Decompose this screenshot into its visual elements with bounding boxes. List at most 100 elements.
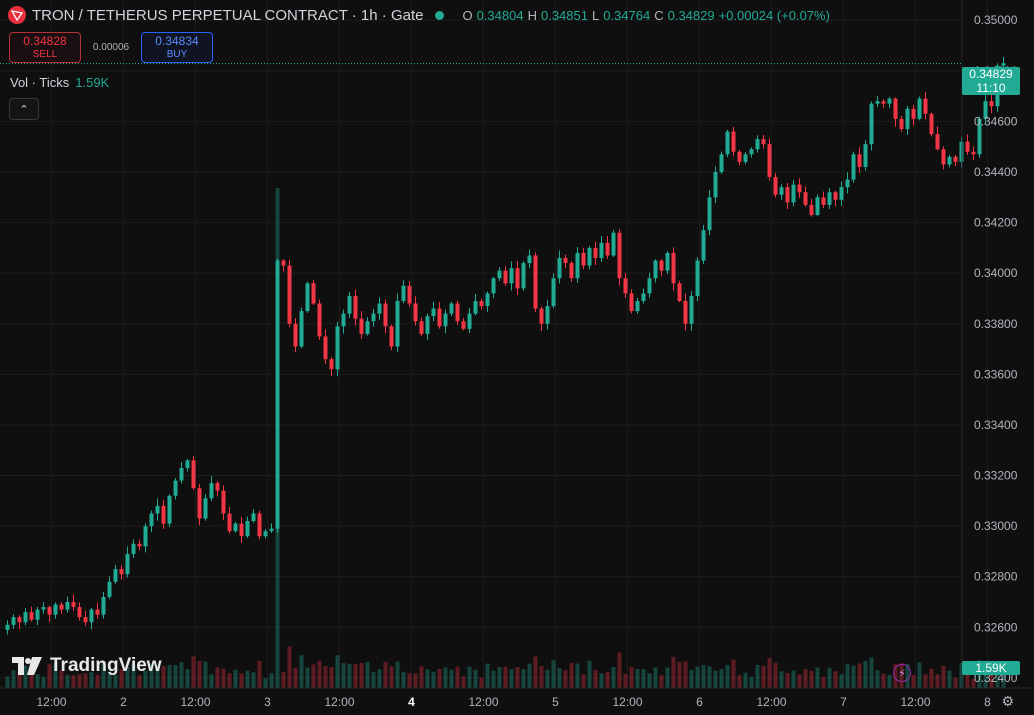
time-tick-label: 12:00	[324, 695, 354, 709]
gear-icon[interactable]: ⚙	[1001, 693, 1014, 709]
time-tick-label: 12:00	[180, 695, 210, 709]
candle-body	[707, 197, 712, 231]
volume-bar	[407, 673, 412, 688]
volume-bar	[851, 665, 856, 688]
candle-body	[491, 278, 496, 294]
volume-bar	[65, 674, 70, 688]
candle-body	[653, 260, 658, 279]
candle-body	[929, 113, 934, 135]
volume-bar	[731, 659, 736, 688]
volume-bar	[1001, 673, 1006, 688]
candle-body	[551, 278, 556, 307]
candle-body	[101, 596, 106, 615]
candle-body	[461, 321, 466, 329]
candle-body	[317, 303, 322, 337]
volume-bar	[947, 670, 952, 688]
candle-body	[671, 252, 676, 284]
tradingview-logo[interactable]: TradingView	[12, 655, 162, 677]
candle-body	[665, 252, 670, 271]
volume-badge-value: 1.59K	[975, 661, 1007, 675]
lightning-icon[interactable]: ⚡	[893, 664, 911, 682]
volume-bar	[197, 660, 202, 688]
volume-bar	[605, 672, 610, 688]
volume-bar	[533, 656, 538, 688]
candle-body	[611, 232, 616, 256]
candle-body	[797, 184, 802, 193]
candle-body	[983, 101, 988, 119]
candle-body	[89, 609, 94, 623]
candle-body	[221, 490, 226, 514]
volume-bar	[527, 663, 532, 688]
last-price-value: 0.34829	[969, 67, 1013, 81]
volume-bar	[401, 671, 406, 688]
candle-body	[599, 242, 604, 258]
candle-body	[965, 141, 970, 152]
volume-bar	[875, 670, 880, 688]
candle-body	[185, 460, 190, 468]
sell-label: SELL	[32, 48, 58, 60]
candle-body	[743, 154, 748, 162]
candle-body	[821, 197, 826, 205]
volume-bar	[53, 663, 58, 688]
candle-body	[641, 293, 646, 301]
volume-bar	[299, 655, 304, 688]
volume-bar	[239, 673, 244, 688]
candle-body	[563, 258, 568, 264]
volume-bar	[413, 673, 418, 688]
volume-bar	[107, 671, 112, 688]
volume-bar	[497, 667, 502, 688]
candle-body	[323, 336, 328, 360]
volume-bar	[833, 671, 838, 688]
volume-bar	[419, 666, 424, 688]
volume-bar	[365, 661, 370, 688]
candle-body	[275, 260, 280, 529]
symbol-title[interactable]: TRON / TETHERUS PERPETUAL CONTRACT · 1h …	[32, 6, 424, 24]
volume-bar	[575, 663, 580, 688]
candle-body	[509, 268, 514, 284]
volume-bar	[755, 664, 760, 688]
high-value: 0.34851	[540, 7, 588, 23]
candle-body	[59, 604, 64, 610]
candle-body	[401, 285, 406, 301]
volume-legend[interactable]: Vol · Ticks 1.59K	[10, 75, 109, 90]
candle-body	[719, 154, 724, 172]
candle-body	[47, 607, 52, 615]
candle-body	[779, 187, 784, 195]
candle-body	[623, 278, 628, 294]
bar-countdown: 11:10	[976, 81, 1006, 95]
candle-body	[869, 103, 874, 145]
high-label: H	[527, 7, 537, 23]
candle-body	[365, 321, 370, 334]
candle-body	[941, 149, 946, 165]
buy-button[interactable]: 0.34834 BUY	[141, 32, 213, 63]
candle-body	[467, 313, 472, 329]
candle-body	[215, 483, 220, 491]
volume-bar	[989, 674, 994, 688]
candle-body	[359, 318, 364, 334]
time-tick-label: 2	[120, 695, 127, 709]
price-tick-label: 0.35000	[974, 13, 1018, 27]
time-tick-label: 12:00	[612, 695, 642, 709]
volume-bar	[563, 670, 568, 688]
volume-bar	[131, 664, 136, 688]
volume-bar	[41, 676, 46, 688]
volume-bar	[311, 664, 316, 688]
volume-bar	[47, 663, 52, 688]
market-open-icon	[435, 10, 445, 20]
collapse-button[interactable]: ⌃	[9, 98, 39, 120]
volume-bar	[713, 670, 718, 688]
candle-body	[203, 498, 208, 519]
volume-bar	[791, 670, 796, 688]
candle-body	[701, 230, 706, 261]
time-tick-label: 5	[552, 695, 559, 709]
candle-body	[269, 528, 274, 532]
buy-label: BUY	[166, 48, 188, 60]
volume-bar	[125, 666, 130, 688]
sell-button[interactable]: 0.34828 SELL	[9, 32, 81, 63]
volume-bar	[119, 669, 124, 688]
volume-bar	[659, 675, 664, 688]
candle-body	[377, 303, 382, 314]
candle-body	[419, 321, 424, 334]
price-tick-label: 0.34200	[974, 216, 1018, 230]
